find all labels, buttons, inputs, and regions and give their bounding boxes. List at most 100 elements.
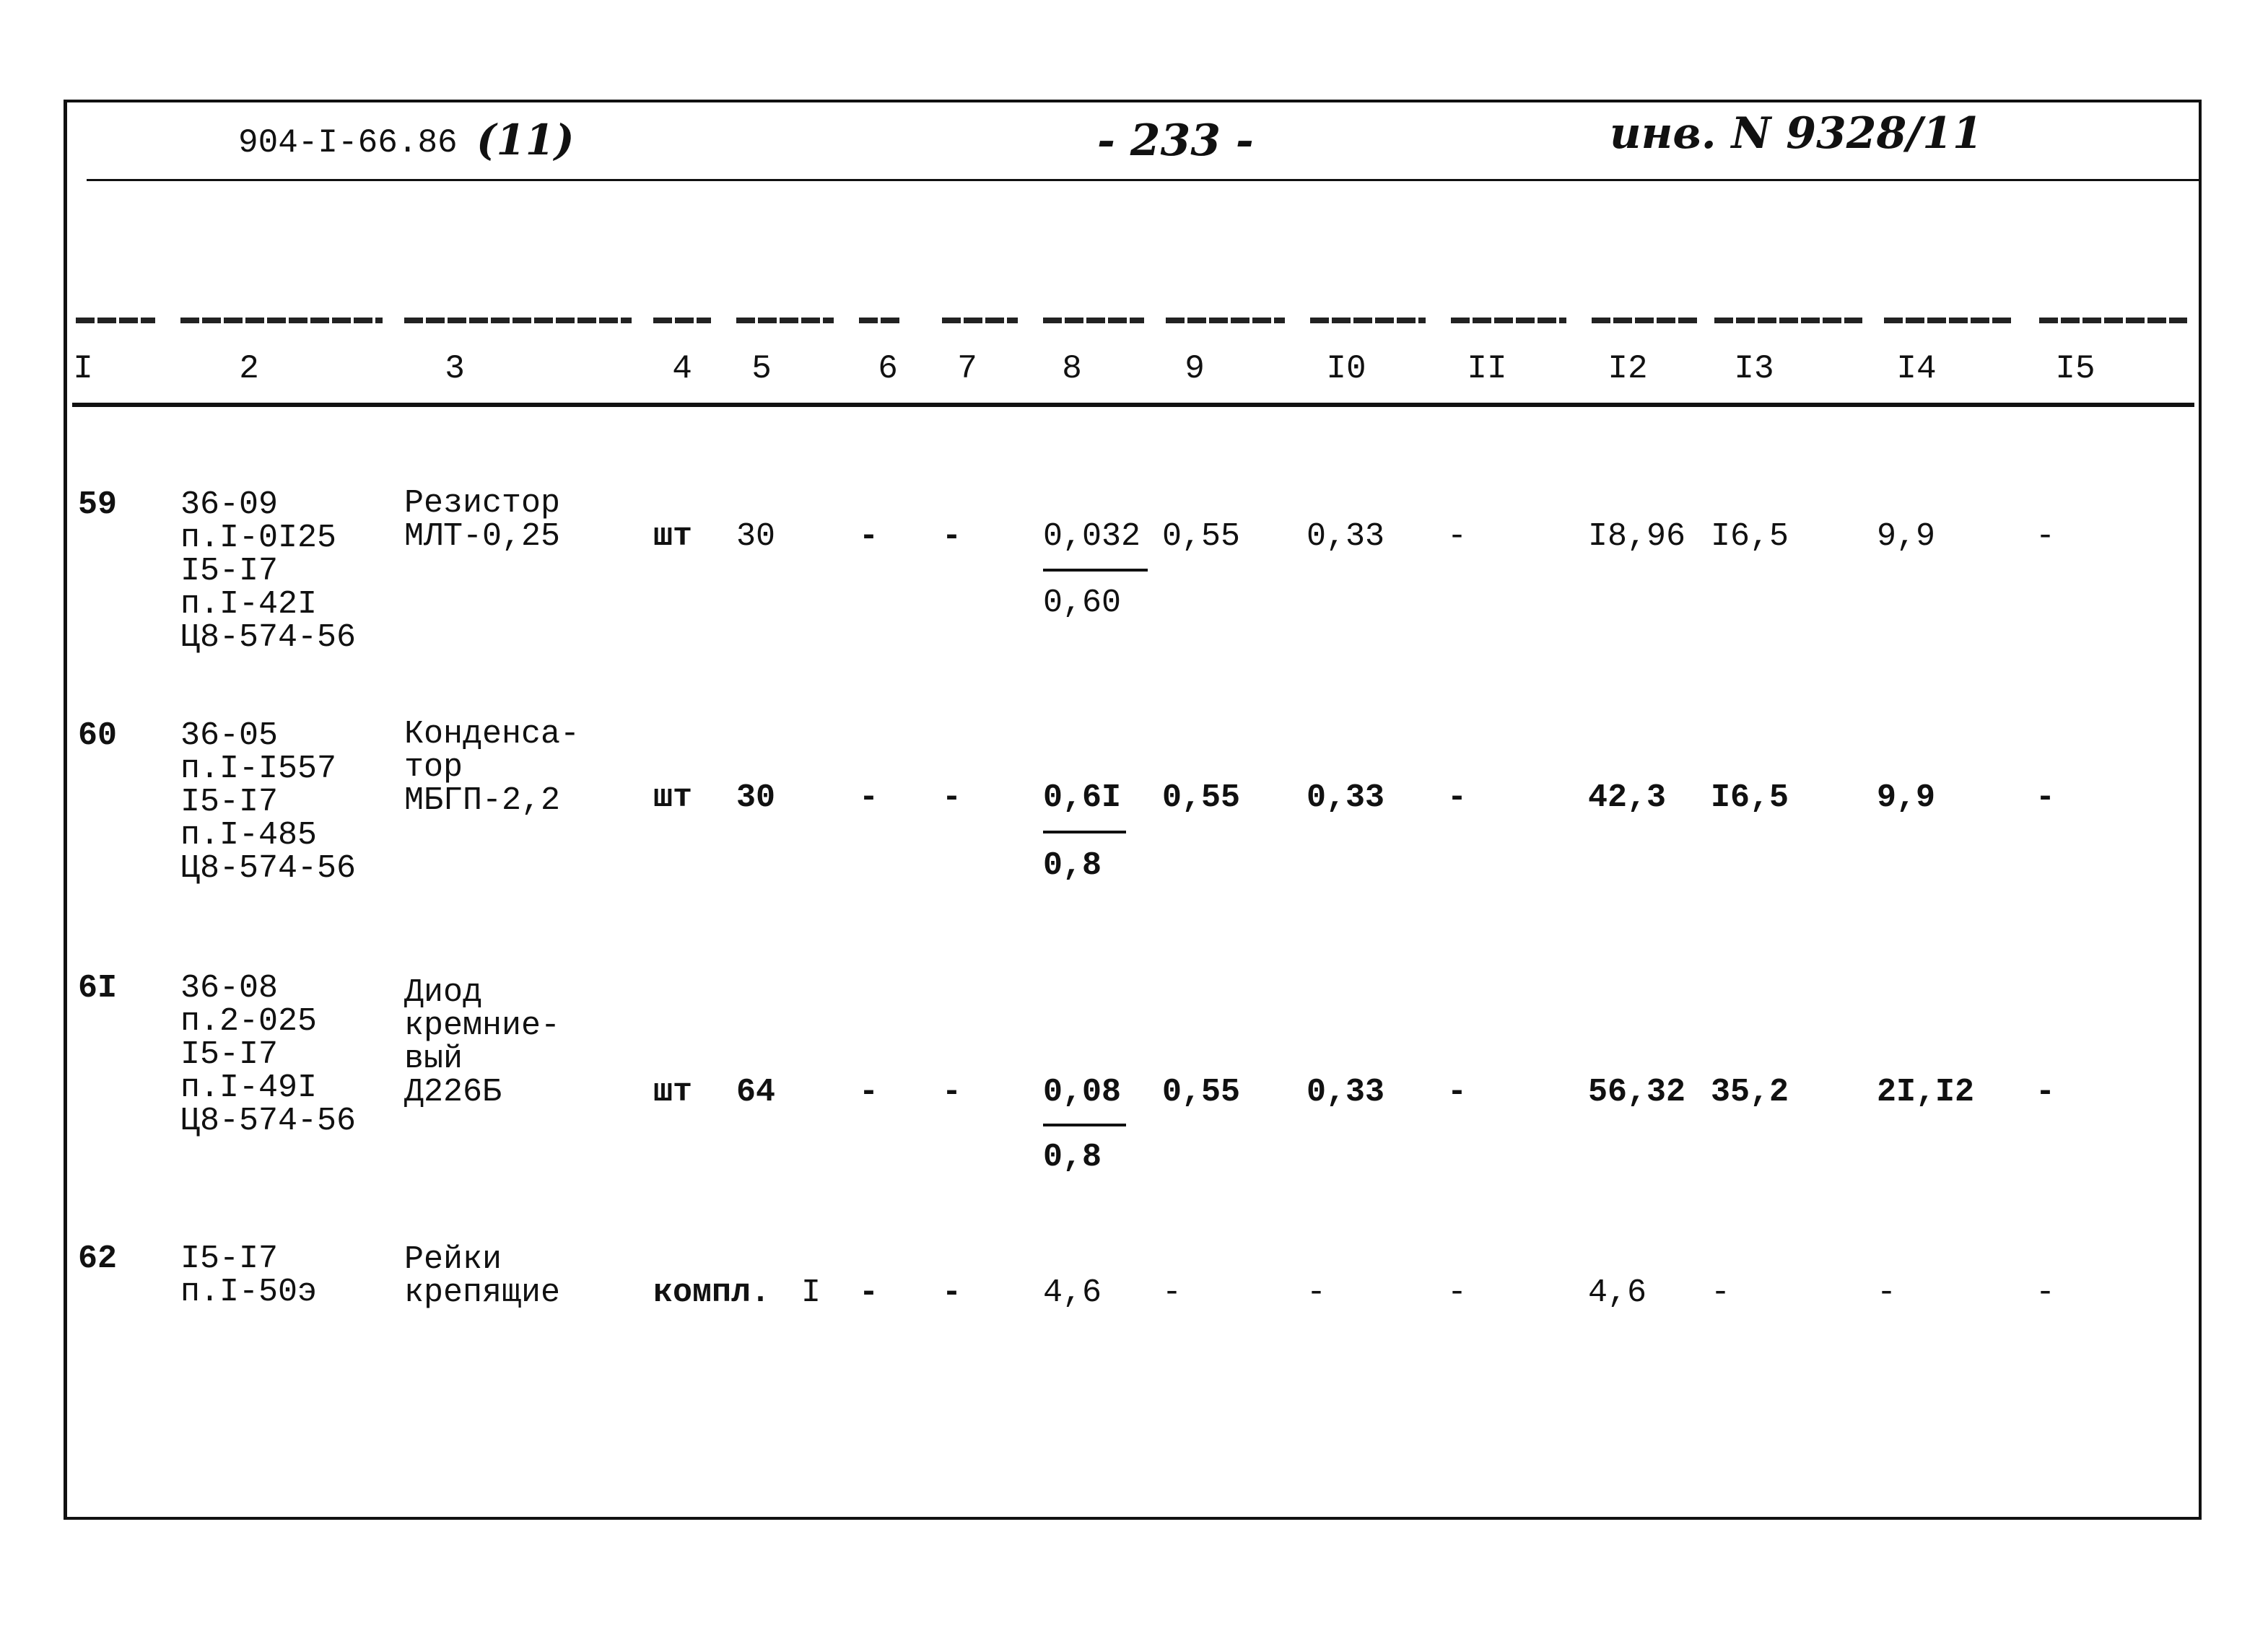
col-14-value: 2I,I2 — [1877, 1074, 1975, 1111]
item-name-line: тор — [404, 749, 463, 786]
col-15-value: - — [2036, 1274, 2056, 1311]
column-number: I5 — [2055, 350, 2095, 388]
col-8-denominator: 0,8 — [1043, 847, 1102, 884]
column-number: 6 — [878, 350, 898, 388]
item-name-line: Резистор — [404, 485, 561, 522]
column-number: 9 — [1185, 350, 1205, 388]
item-name-line: МБГП-2,2 — [404, 782, 561, 819]
col-10-value: 0,33 — [1307, 518, 1385, 555]
col-15-value: - — [2036, 518, 2056, 555]
col-8-denominator: 0,60 — [1043, 585, 1122, 621]
column-dash — [1714, 318, 1862, 323]
col-7-value: - — [942, 1274, 962, 1311]
column-dash — [1451, 318, 1566, 323]
column-number: 4 — [672, 350, 692, 388]
quantity: 64 — [736, 1074, 776, 1111]
column-number: I — [73, 350, 93, 388]
column-dash — [76, 318, 155, 323]
column-number: 3 — [445, 350, 465, 388]
column-dash — [653, 318, 711, 323]
column-dash — [404, 318, 632, 323]
column-dash — [736, 318, 834, 323]
reference-line: п.I-42I — [180, 586, 318, 623]
reference-line: I5-I7 — [180, 553, 279, 590]
inventory-number: инв. N 9328/11 — [1610, 108, 1983, 159]
col-11-value: - — [1447, 779, 1467, 816]
col-7-value: - — [942, 1074, 962, 1111]
reference-line: 36-08 — [180, 970, 279, 1007]
column-dash — [942, 318, 1018, 323]
column-number: I4 — [1896, 350, 1937, 388]
quantity: 30 — [736, 518, 776, 555]
item-name-line: крепящие — [404, 1274, 561, 1311]
col-12-value: I8,96 — [1588, 518, 1686, 555]
col-6-value: - — [859, 1074, 879, 1111]
col-10-value: 0,33 — [1307, 1074, 1385, 1111]
column-number: 8 — [1062, 350, 1082, 388]
reference-line: 36-09 — [180, 486, 279, 523]
col-10-value: - — [1307, 1274, 1327, 1311]
col-9-value: 0,55 — [1162, 518, 1241, 555]
page-frame — [64, 100, 2202, 1520]
item-name-line: МЛТ-0,25 — [404, 518, 561, 555]
column-number: I3 — [1734, 350, 1774, 388]
column-dash — [2039, 318, 2187, 323]
fraction-line — [1043, 569, 1148, 572]
reference-line: I5-I7 — [180, 1240, 279, 1277]
reference-line: п.I-50э — [180, 1274, 318, 1310]
row-number: 6I — [78, 970, 118, 1007]
col-15-value: - — [2036, 779, 2056, 816]
reference-line: п.I-485 — [180, 817, 318, 854]
col-10-value: 0,33 — [1307, 779, 1385, 816]
reference-line: п.I-0I25 — [180, 520, 337, 556]
column-number: 2 — [239, 350, 259, 388]
col-11-value: - — [1447, 1274, 1467, 1311]
column-dash — [180, 318, 383, 323]
col-9-value: 0,55 — [1162, 1074, 1241, 1111]
header-divider — [87, 179, 2202, 181]
reference-line: п.2-025 — [180, 1003, 318, 1040]
reference-line: 36-05 — [180, 717, 279, 754]
col-13-value: - — [1711, 1274, 1731, 1311]
item-name-line: Д226Б — [404, 1074, 502, 1111]
page-number: - 233 - — [1097, 115, 1254, 166]
quantity: I — [801, 1274, 821, 1311]
reference-line: п.I-49I — [180, 1069, 318, 1106]
reference-line: I5-I7 — [180, 784, 279, 820]
col-13-value: 35,2 — [1711, 1074, 1789, 1111]
col-8-numerator: 0,032 — [1043, 518, 1141, 555]
col-15-value: - — [2036, 1074, 2056, 1111]
reference-line: Ц8-574-56 — [180, 1103, 357, 1139]
column-dash — [1166, 318, 1285, 323]
column-dash — [859, 318, 902, 323]
reference-line: п.I-I557 — [180, 750, 337, 787]
unit: компл. — [653, 1274, 771, 1311]
reference-line: Ц8-574-56 — [180, 850, 357, 887]
col-14-value: 9,9 — [1877, 779, 1936, 816]
reference-line: I5-I7 — [180, 1036, 279, 1073]
col-13-value: I6,5 — [1711, 518, 1789, 555]
col-8-numerator: 4,6 — [1043, 1274, 1102, 1311]
row-number: 62 — [78, 1240, 118, 1277]
column-number: II — [1467, 350, 1507, 388]
row-number: 59 — [78, 486, 118, 523]
column-dash — [1310, 318, 1426, 323]
col-14-value: - — [1877, 1274, 1897, 1311]
reference-line: Ц8-574-56 — [180, 619, 357, 656]
item-name-line: Рейки — [404, 1241, 502, 1278]
column-dash — [1592, 318, 1700, 323]
fraction-line — [1043, 831, 1126, 833]
col-9-value: 0,55 — [1162, 779, 1241, 816]
col-12-value: 42,3 — [1588, 779, 1667, 816]
col-7-value: - — [942, 518, 962, 555]
row-number: 60 — [78, 717, 118, 754]
unit: шт — [653, 779, 693, 816]
col-6-value: - — [859, 1274, 879, 1311]
col-9-value: - — [1162, 1274, 1182, 1311]
column-header-rule — [72, 403, 2194, 407]
col-8-denominator: 0,8 — [1043, 1139, 1102, 1176]
col-11-value: - — [1447, 518, 1467, 555]
col-13-value: I6,5 — [1711, 779, 1789, 816]
col-12-value: 56,32 — [1588, 1074, 1686, 1111]
document-part-handwritten: (11) — [476, 115, 575, 165]
